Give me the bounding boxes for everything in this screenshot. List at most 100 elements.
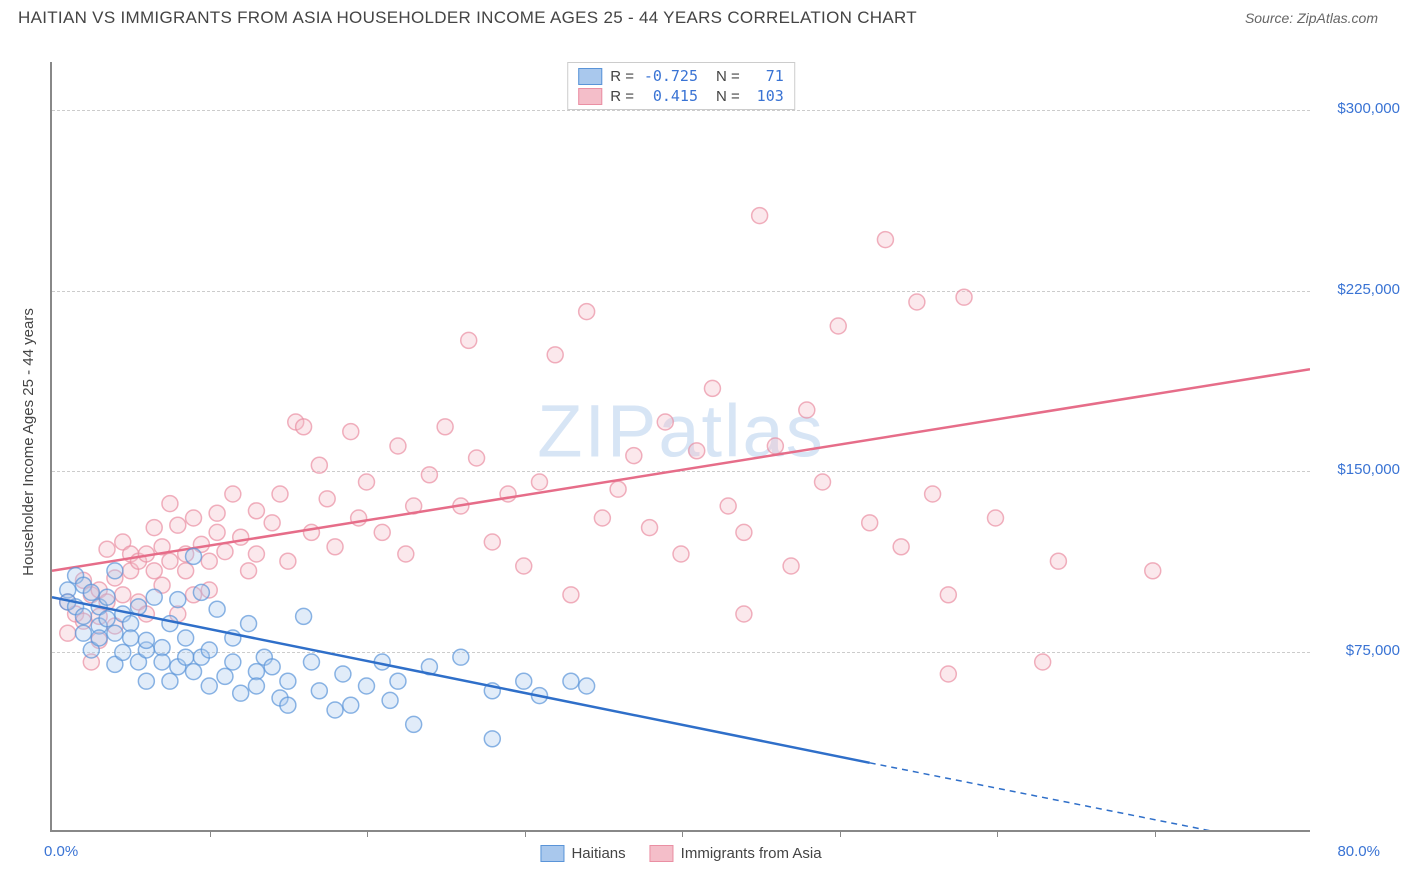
- data-point: [421, 467, 437, 483]
- legend-label: Immigrants from Asia: [681, 845, 822, 862]
- data-point: [673, 546, 689, 562]
- y-tick-label: $150,000: [1320, 461, 1400, 478]
- data-point: [382, 692, 398, 708]
- data-point: [815, 474, 831, 490]
- data-point: [390, 673, 406, 689]
- data-point: [657, 414, 673, 430]
- data-point: [296, 608, 312, 624]
- data-point: [1145, 563, 1161, 579]
- data-point: [241, 616, 257, 632]
- data-point: [178, 649, 194, 665]
- data-point: [264, 515, 280, 531]
- data-point: [799, 402, 815, 418]
- y-tick-label: $225,000: [1320, 281, 1400, 298]
- data-point: [154, 654, 170, 670]
- data-point: [99, 589, 115, 605]
- r-label: R =: [610, 88, 634, 105]
- data-point: [115, 644, 131, 660]
- data-point: [398, 546, 414, 562]
- data-point: [343, 697, 359, 713]
- r-value: 0.415: [642, 87, 698, 105]
- data-point: [311, 683, 327, 699]
- legend-swatch: [540, 845, 564, 862]
- x-tick: [1155, 830, 1156, 837]
- r-value: -0.725: [642, 67, 698, 85]
- data-point: [563, 673, 579, 689]
- data-point: [83, 584, 99, 600]
- stats-legend-row: R =-0.725N =71: [578, 66, 784, 86]
- data-point: [178, 563, 194, 579]
- data-point: [1050, 553, 1066, 569]
- data-point: [327, 539, 343, 555]
- x-tick: [682, 830, 683, 837]
- y-tick-label: $300,000: [1320, 100, 1400, 117]
- data-point: [178, 630, 194, 646]
- stats-legend: R =-0.725N =71 R = 0.415 N = 103: [567, 62, 795, 110]
- data-point: [988, 510, 1004, 526]
- data-point: [75, 608, 91, 624]
- x-tick: [840, 830, 841, 837]
- data-point: [343, 424, 359, 440]
- data-point: [783, 558, 799, 574]
- data-point: [162, 496, 178, 512]
- n-value: 103: [748, 87, 784, 105]
- data-point: [162, 616, 178, 632]
- data-point: [75, 625, 91, 641]
- legend-swatch: [578, 88, 602, 105]
- data-point: [531, 474, 547, 490]
- data-point: [374, 524, 390, 540]
- data-point: [248, 664, 264, 680]
- data-point: [193, 584, 209, 600]
- data-point: [359, 474, 375, 490]
- data-point: [123, 630, 139, 646]
- data-point: [359, 678, 375, 694]
- data-point: [862, 515, 878, 531]
- data-point: [720, 498, 736, 514]
- data-point: [940, 587, 956, 603]
- data-point: [201, 642, 217, 658]
- x-axis-max-label: 80.0%: [1337, 843, 1380, 860]
- data-point: [303, 524, 319, 540]
- regression-line: [52, 369, 1310, 571]
- data-point: [115, 587, 131, 603]
- legend-swatch: [650, 845, 674, 862]
- chart-title: HAITIAN VS IMMIGRANTS FROM ASIA HOUSEHOL…: [18, 8, 917, 28]
- data-point: [60, 625, 76, 641]
- data-point: [186, 510, 202, 526]
- data-point: [335, 666, 351, 682]
- legend-label: Haitians: [571, 845, 625, 862]
- data-point: [547, 347, 563, 363]
- data-point: [296, 419, 312, 435]
- scatter-svg: [52, 62, 1310, 830]
- y-axis-label: Householder Income Ages 25 - 44 years: [20, 308, 37, 576]
- data-point: [579, 678, 595, 694]
- data-point: [516, 673, 532, 689]
- x-tick: [525, 830, 526, 837]
- data-point: [201, 553, 217, 569]
- legend-item: Haitians: [540, 845, 625, 862]
- n-label: N =: [716, 88, 740, 105]
- data-point: [830, 318, 846, 334]
- data-point: [123, 616, 139, 632]
- data-point: [752, 208, 768, 224]
- stats-legend-row: R = 0.415 N = 103: [578, 86, 784, 106]
- data-point: [925, 486, 941, 502]
- y-tick-label: $75,000: [1320, 642, 1400, 659]
- regression-line-extrapolated: [870, 763, 1279, 830]
- data-point: [877, 232, 893, 248]
- data-point: [736, 524, 752, 540]
- data-point: [767, 438, 783, 454]
- data-point: [186, 664, 202, 680]
- data-point: [563, 587, 579, 603]
- data-point: [99, 611, 115, 627]
- data-point: [311, 457, 327, 473]
- data-point: [956, 289, 972, 305]
- data-point: [138, 673, 154, 689]
- data-point: [319, 491, 335, 507]
- legend-item: Immigrants from Asia: [650, 845, 822, 862]
- n-value: 71: [748, 67, 784, 85]
- data-point: [138, 632, 154, 648]
- x-axis-min-label: 0.0%: [44, 843, 78, 860]
- data-point: [91, 630, 107, 646]
- series-legend: Haitians Immigrants from Asia: [540, 845, 821, 862]
